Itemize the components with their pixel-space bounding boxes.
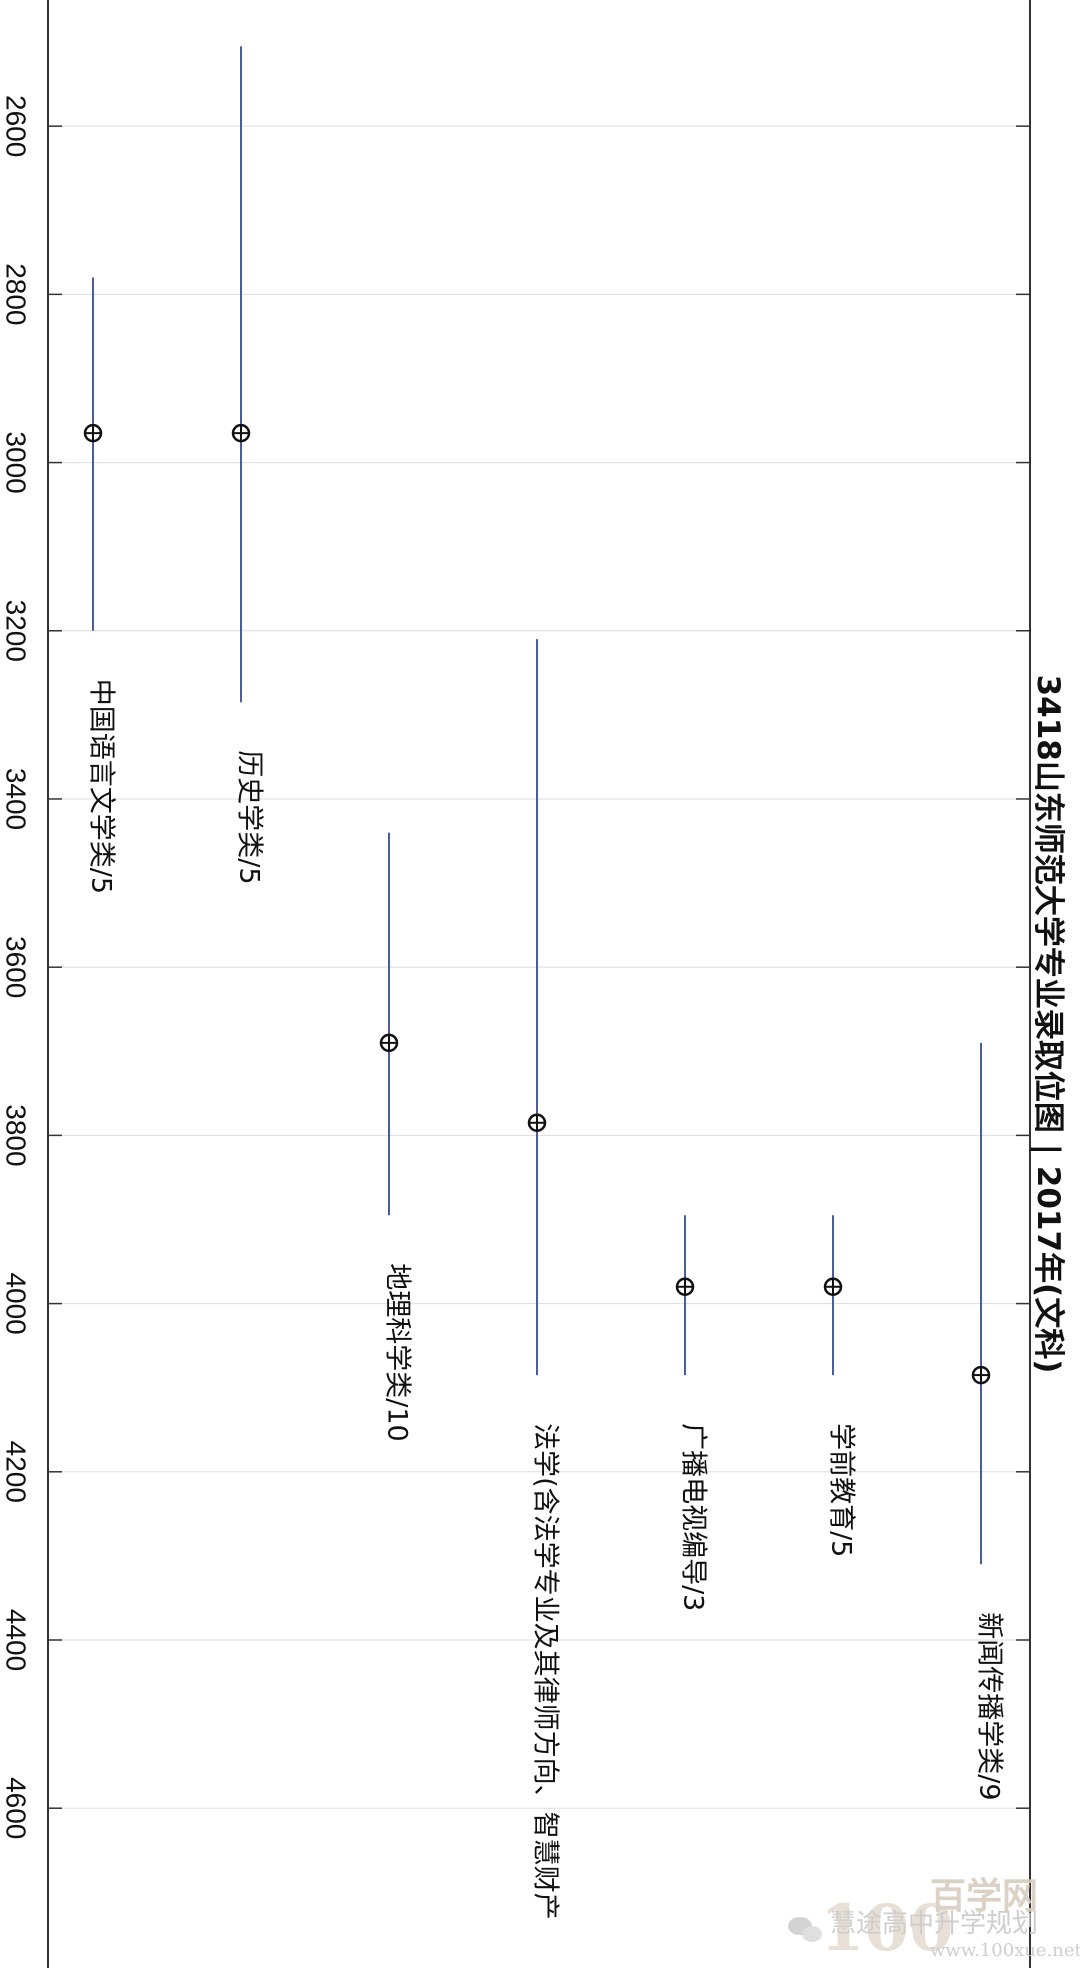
category-label: 广播电视编导/3: [678, 1423, 709, 1611]
tick-label: 4400: [1, 1609, 32, 1671]
category-label: 法学(含法学专业及其律师方向、智慧财产: [530, 1423, 561, 1920]
category-label-group: 学前教育/5: [826, 1423, 857, 1557]
tick-label-group: 4000: [1, 1272, 32, 1334]
axis-ticks: [48, 125, 1030, 1809]
category-label: 地理科学类/10: [382, 1263, 413, 1441]
category-label: 学前教育/5: [826, 1423, 857, 1557]
wechat-icon: [788, 1917, 822, 1942]
tick-label-group: 4200: [1, 1441, 32, 1503]
tick-label: 3600: [1, 936, 32, 998]
watermark: 100 百学网 慧途高中升学规划 www.100xue.net: [788, 1875, 1080, 1966]
tick-label-group: 2600: [1, 95, 32, 157]
tick-label: 4200: [1, 1441, 32, 1503]
watermark-number: 100: [820, 1891, 954, 1966]
category-label: 中国语言文学类/5: [86, 679, 117, 894]
tick-label-group: 3000: [1, 431, 32, 493]
grid-lines: [48, 125, 1030, 1809]
category-label: 新闻传播学类/9: [974, 1612, 1005, 1800]
tick-label: 2600: [1, 95, 32, 157]
tick-label-group: 3200: [1, 600, 32, 662]
category-label-group: 中国语言文学类/5: [86, 679, 117, 894]
watermark-brand: 百学网: [930, 1875, 1038, 1917]
tick-labels: 2600 2800 3000 3200 3400 3600 3800 4000 4200 4400…: [1, 95, 32, 1839]
category-labels: 中国语言文学类/5 历史学类/5 地理科学类/10 法学(含法学专业及其律师方向、智慧…: [86, 679, 1005, 1920]
tick-label: 3000: [1, 431, 32, 493]
tick-label-group: 3600: [1, 936, 32, 998]
tick-label: 4600: [1, 1777, 32, 1839]
chart-title: 3418山东师范大学专业录取位图 | 2017年(文科): [1030, 675, 1066, 1374]
tick-label: 2800: [1, 263, 32, 325]
tick-label: 3400: [1, 768, 32, 830]
tick-label: 3800: [1, 1104, 32, 1166]
range-series: [83, 46, 991, 1565]
tick-label-group: 3400: [1, 768, 32, 830]
category-label-group: 新闻传播学类/9: [974, 1612, 1005, 1800]
watermark-url: www.100xue.net: [930, 1940, 1080, 1961]
category-label-group: 广播电视编导/3: [678, 1423, 709, 1611]
category-label-group: 法学(含法学专业及其律师方向、智慧财产: [530, 1423, 561, 1920]
tick-label: 3200: [1, 600, 32, 662]
tick-label-group: 4400: [1, 1609, 32, 1671]
category-label-group: 历史学类/5: [234, 750, 265, 884]
tick-label-group: 3800: [1, 1104, 32, 1166]
tick-label: 4000: [1, 1272, 32, 1334]
tick-label-group: 4600: [1, 1777, 32, 1839]
category-label: 历史学类/5: [234, 750, 265, 884]
category-label-group: 地理科学类/10: [382, 1263, 413, 1441]
watermark-text: 慧途高中升学规划: [830, 1909, 1038, 1939]
tick-label-group: 2800: [1, 263, 32, 325]
